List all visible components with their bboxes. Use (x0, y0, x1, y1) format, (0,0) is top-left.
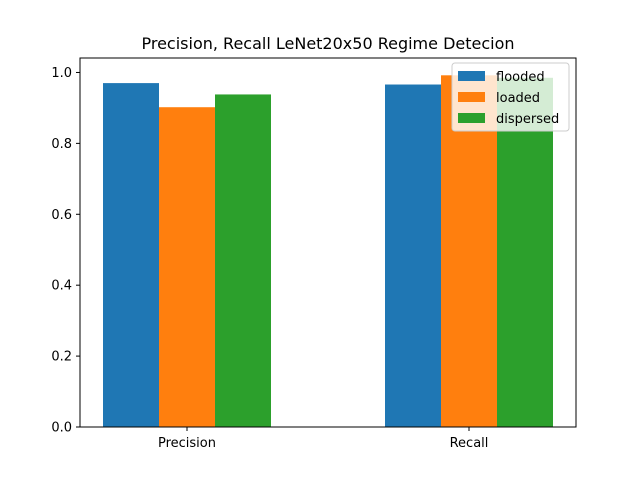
legend-swatch-flooded (458, 71, 485, 81)
legend-label-dispersed: dispersed (496, 112, 559, 127)
y-tick-label: 0.0 (51, 421, 72, 436)
x-axis: Precision Recall (158, 427, 488, 451)
x-tick-label: Recall (450, 436, 489, 451)
plot-frame (79, 57, 577, 428)
bar-flooded-precision (103, 83, 159, 427)
legend-swatch-dispersed (458, 113, 485, 123)
y-tick-label: 0.4 (51, 279, 72, 294)
bar-loaded-precision (159, 107, 215, 427)
y-tick-label: 0.2 (51, 350, 72, 365)
bar-flooded-recall (385, 84, 441, 427)
chart-title: Precision, Recall LeNet20x50 Regime Dete… (141, 34, 514, 53)
bar-dispersed-precision (215, 94, 271, 427)
y-tick-label: 1.0 (51, 66, 72, 81)
y-tick-label: 0.6 (51, 208, 72, 223)
y-tick-label: 0.8 (51, 137, 72, 152)
legend: flooded loaded dispersed (451, 62, 570, 132)
legend-swatch-loaded (458, 92, 485, 102)
legend-label-flooded: flooded (496, 70, 545, 85)
y-axis: 0.0 0.2 0.4 0.6 0.8 1.0 (51, 66, 80, 436)
bars (103, 75, 553, 428)
bar-dispersed-recall (497, 77, 553, 427)
legend-label-loaded: loaded (496, 91, 540, 106)
x-tick-label: Precision (158, 436, 216, 451)
bar-loaded-recall (441, 75, 497, 428)
